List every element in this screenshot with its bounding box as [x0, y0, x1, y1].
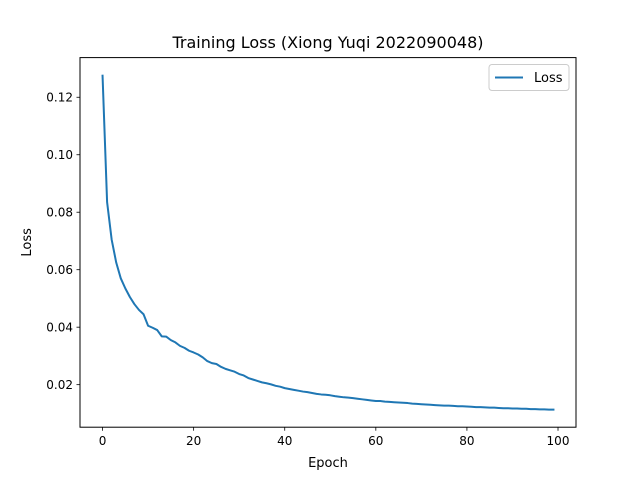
y-tick-label: 0.10: [46, 148, 73, 162]
x-tick-label: 0: [99, 434, 107, 448]
y-tick-label: 0.12: [46, 91, 73, 105]
x-tick-label: 60: [368, 434, 383, 448]
plot-frame: [79, 57, 577, 428]
x-tick-label: 40: [277, 434, 292, 448]
y-axis-ticks: 0.02 0.04 0.06 0.08 0.10 0.12: [46, 91, 80, 392]
legend: Loss: [488, 64, 570, 91]
x-tick-label: 80: [459, 434, 474, 448]
x-axis-ticks: 0 20 40 60 80 100: [99, 427, 570, 448]
y-tick-label: 0.04: [46, 320, 73, 334]
x-tick-label: 20: [186, 434, 201, 448]
x-axis-label: Epoch: [308, 456, 348, 471]
legend-label-loss: Loss: [534, 71, 563, 86]
chart-title: Training Loss (Xiong Yuqi 2022090048): [171, 33, 483, 52]
plot-area: [80, 57, 576, 428]
y-tick-label: 0.02: [46, 378, 73, 392]
legend-box: [488, 64, 570, 91]
x-tick-label: 100: [547, 434, 570, 448]
y-tick-label: 0.08: [46, 206, 73, 220]
y-axis-label: Loss: [20, 228, 35, 257]
y-tick-label: 0.06: [46, 263, 73, 277]
loss-series-line: [101, 74, 555, 411]
